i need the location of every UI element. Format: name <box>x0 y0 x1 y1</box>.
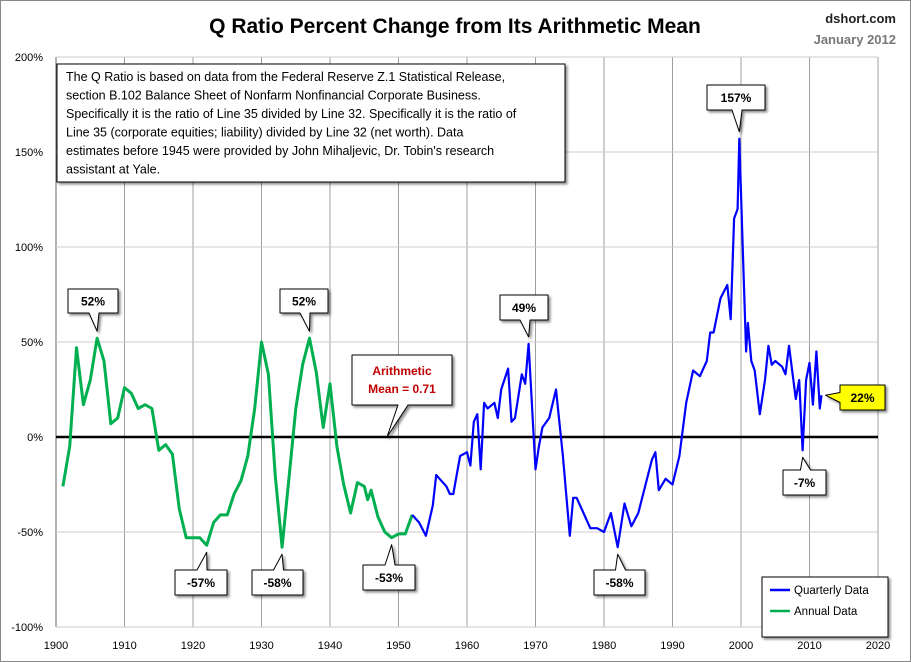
x-tick-label: 1930 <box>249 640 273 652</box>
date-label: January 2012 <box>814 32 896 47</box>
mean-label: Arithmetic <box>372 364 432 378</box>
x-tick-label: 1910 <box>112 640 136 652</box>
data-callout-label: 49% <box>512 301 536 315</box>
x-tick-label: 1970 <box>523 640 547 652</box>
y-tick-label: 150% <box>15 147 43 159</box>
data-callout <box>593 553 646 596</box>
data-callout <box>782 456 827 496</box>
legend-label: Quarterly Data <box>794 585 869 597</box>
legend-label: Annual Data <box>794 606 858 618</box>
note-text: assistant at Yale. <box>66 163 160 177</box>
y-tick-label: 100% <box>15 242 43 254</box>
mean-callout <box>351 354 453 438</box>
note-text: Specifically it is the ratio of Line 35 … <box>66 107 517 121</box>
mean-label: Mean = 0.71 <box>368 382 436 396</box>
data-callout <box>362 544 416 591</box>
note-text: estimates before 1945 were provided by J… <box>66 144 494 158</box>
x-tick-label: 1990 <box>660 640 684 652</box>
x-tick-label: 1960 <box>455 640 479 652</box>
x-tick-label: 2020 <box>866 640 890 652</box>
data-callout <box>499 294 549 338</box>
data-callout <box>279 288 329 332</box>
data-callout <box>251 553 304 596</box>
x-tick-label: 1940 <box>318 640 342 652</box>
legend-box <box>761 576 889 638</box>
y-tick-label: 200% <box>15 52 43 64</box>
x-tick-label: 2010 <box>797 640 821 652</box>
note-box <box>56 63 566 183</box>
data-callout-label: 157% <box>721 91 752 105</box>
y-tick-label: -100% <box>11 622 43 634</box>
data-callout-label: -58% <box>263 576 291 590</box>
chart-title: Q Ratio Percent Change from Its Arithmet… <box>209 15 701 38</box>
series-line-annual-data <box>61 336 414 549</box>
y-tick-label: -50% <box>17 527 43 539</box>
data-callout <box>174 551 228 596</box>
series-line-quarterly-data <box>411 137 823 549</box>
data-callout-label: 52% <box>292 295 316 309</box>
x-tick-label: 1950 <box>386 640 410 652</box>
y-tick-label: 0% <box>27 432 43 444</box>
data-callout <box>824 384 886 411</box>
note-text: The Q Ratio is based on data from the Fe… <box>66 70 505 84</box>
x-tick-label: 1900 <box>44 640 68 652</box>
data-callout <box>706 84 766 133</box>
data-callout-label: -57% <box>187 576 215 590</box>
x-tick-label: 1920 <box>181 640 205 652</box>
note-text: Line 35 (corporate equities; liability) … <box>66 126 463 140</box>
data-callout <box>67 288 119 332</box>
note-text: section B.102 Balance Sheet of Nonfarm N… <box>66 89 481 103</box>
data-callout-label: 22% <box>850 391 874 405</box>
data-callout-label: -53% <box>375 571 403 585</box>
y-tick-label: 50% <box>21 337 43 349</box>
data-callout-label: -58% <box>605 576 633 590</box>
source-label: dshort.com <box>825 11 896 26</box>
data-callout-label: 52% <box>81 295 105 309</box>
x-tick-label: 1980 <box>592 640 616 652</box>
x-tick-label: 2000 <box>729 640 753 652</box>
data-callout-label: -7% <box>794 476 816 490</box>
